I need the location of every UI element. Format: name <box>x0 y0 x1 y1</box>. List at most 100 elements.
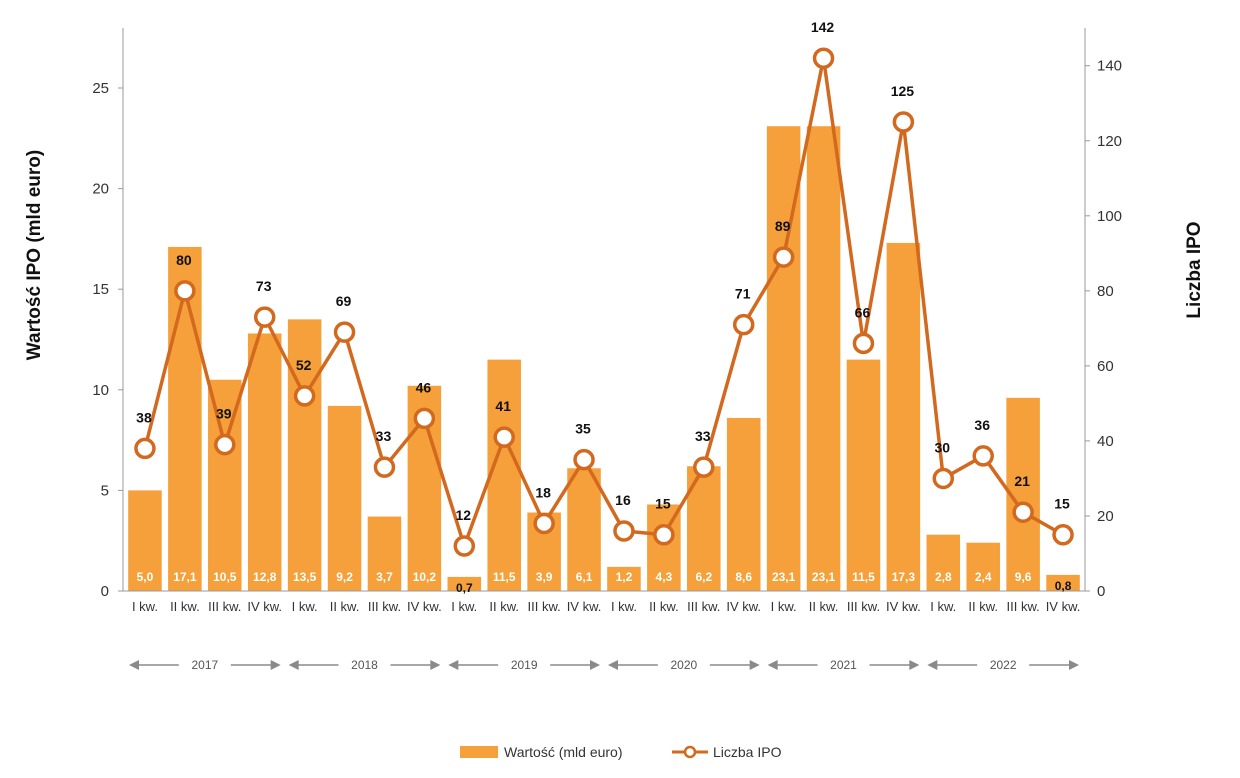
x-tick-label: I kw. <box>930 599 956 614</box>
year-arrow-head-right <box>270 660 281 670</box>
bar-value-label: 1,2 <box>616 570 633 584</box>
point-value-label: 15 <box>655 496 671 512</box>
bar-value-label: 11,5 <box>493 570 516 584</box>
point-value-label: 71 <box>735 286 751 302</box>
year-arrow-head-left <box>129 660 139 670</box>
x-tick-label: II kw. <box>968 599 998 614</box>
line-point <box>812 47 835 69</box>
y-left-tick-label: 15 <box>92 281 109 298</box>
bar-value-label: 12,8 <box>253 570 277 584</box>
line-series-path <box>143 56 1064 548</box>
bar-value-label: 9,2 <box>336 570 353 584</box>
bar-value-label: 11,5 <box>852 570 875 584</box>
axes-layer: 0 5 10 15 20 25 0 20 40 60 80 100 120 140 I kw. II kw. I… <box>92 28 1122 614</box>
line-point <box>972 445 994 467</box>
y-axis-left-title: Wartość IPO (mld euro) <box>24 150 45 360</box>
x-tick-label: III kw. <box>847 599 880 614</box>
y-axis-right-title: Liczba IPO <box>1184 221 1205 318</box>
bar-value-label: 2,4 <box>975 570 992 584</box>
line-point <box>613 520 635 542</box>
line-point <box>453 535 476 557</box>
bar-value-label: 23,1 <box>772 570 796 584</box>
bar-value-label: 10,2 <box>413 570 437 584</box>
y-left-tick-label: 20 <box>92 181 109 198</box>
year-arrow-head-right <box>1069 660 1079 670</box>
bar <box>567 468 601 591</box>
point-value-label: 69 <box>336 293 352 309</box>
bar <box>247 333 282 591</box>
bar <box>168 246 202 591</box>
line-point <box>772 246 795 268</box>
point-value-label: 125 <box>891 83 915 99</box>
point-value-label: 73 <box>256 278 272 294</box>
bar-value-label: 8,6 <box>735 570 752 584</box>
bar <box>487 359 521 591</box>
y-right-tick-label: 120 <box>1097 133 1122 150</box>
bar-value-label: 6,1 <box>576 570 593 584</box>
x-tick-label: IV kw. <box>247 599 282 614</box>
point-value-label: 52 <box>296 357 312 373</box>
bar <box>966 542 1000 591</box>
point-value-label: 80 <box>176 252 192 268</box>
line-point <box>1052 523 1074 546</box>
line-point <box>134 437 156 460</box>
bar-value-label: 13,5 <box>293 570 317 584</box>
bar-value-label: 5,0 <box>137 570 154 584</box>
bar-value-label: 9,6 <box>1015 570 1032 584</box>
bars-layer <box>128 126 1080 591</box>
bar <box>447 576 482 591</box>
y-right-tick-label: 140 <box>1097 58 1122 75</box>
y-right-tick-label: 80 <box>1097 283 1114 300</box>
legend-swatch-marker <box>683 745 697 759</box>
year-label: 2017 <box>191 658 218 672</box>
x-tick-label: III kw. <box>208 599 241 614</box>
x-tick-label: I kw. <box>451 599 477 614</box>
point-value-label: 21 <box>1014 473 1030 489</box>
point-value-label: 18 <box>535 484 551 500</box>
y-left-tick-label: 25 <box>92 80 109 97</box>
year-arrow-head-left <box>767 660 778 670</box>
line-point <box>253 306 276 328</box>
labels-layer: 5,0 17,1 10,5 12,8 13,5 9,2 3,7 10,2 0,7 11,5 3,9 6… <box>136 19 1072 595</box>
y-right-tick-label: 40 <box>1097 433 1114 450</box>
line-point <box>573 448 595 471</box>
point-value-label: 36 <box>974 417 990 433</box>
bar <box>926 534 961 591</box>
line-layer <box>134 47 1074 557</box>
bar-value-label: 0,8 <box>1055 579 1072 593</box>
bar <box>208 379 242 591</box>
year-arrow-head-right <box>749 660 760 670</box>
y-left-tick-label: 0 <box>101 583 109 600</box>
y-right-tick-label: 100 <box>1097 208 1122 225</box>
bar-value-label: 0,7 <box>456 581 473 595</box>
y-right-tick-label: 60 <box>1097 358 1114 375</box>
year-label: 2022 <box>990 658 1017 672</box>
x-tick-label: II kw. <box>649 599 679 614</box>
bar <box>846 359 881 591</box>
x-tick-label: II kw. <box>170 599 200 614</box>
bar <box>367 516 402 591</box>
point-value-label: 15 <box>1054 496 1070 512</box>
year-label: 2021 <box>830 658 857 672</box>
point-value-label: 38 <box>136 409 152 425</box>
point-value-label: 16 <box>615 492 631 508</box>
line-point <box>413 407 436 430</box>
bar-value-label: 2,8 <box>935 570 952 584</box>
x-tick-label: IV kw. <box>567 599 602 614</box>
year-arrow-head-right <box>430 660 441 670</box>
point-value-label: 35 <box>575 421 591 437</box>
year-arrow-head-left <box>288 660 299 670</box>
line-point <box>693 456 715 478</box>
bar-value-label: 3,9 <box>536 570 553 584</box>
year-arrow-head-right <box>590 660 600 670</box>
x-tick-label: I kw. <box>132 599 158 614</box>
x-tick-label: I kw. <box>611 599 637 614</box>
x-tick-label: III kw. <box>1007 599 1040 614</box>
line-point <box>373 456 396 478</box>
point-value-label: 41 <box>495 398 511 414</box>
y-right-tick-label: 0 <box>1097 583 1105 600</box>
x-tick-label: II kw. <box>809 599 839 614</box>
line-point <box>932 467 955 490</box>
x-tick-label: I kw. <box>292 599 318 614</box>
